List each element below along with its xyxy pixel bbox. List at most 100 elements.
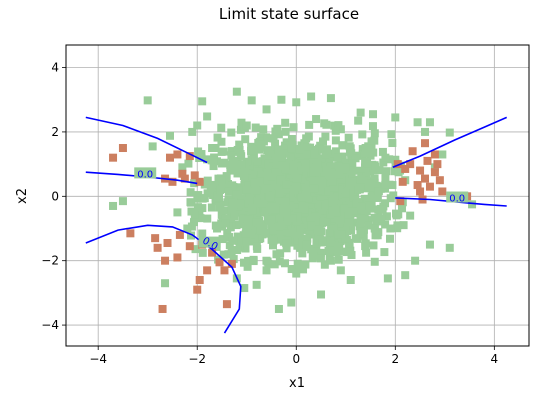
safe-point — [194, 191, 203, 200]
safe-point — [346, 162, 355, 171]
fail-point — [118, 144, 127, 153]
safe-point — [305, 120, 314, 129]
safe-point — [370, 129, 379, 138]
safe-point — [225, 241, 234, 250]
safe-point — [380, 248, 389, 257]
safe-point — [303, 143, 312, 152]
safe-point — [275, 189, 284, 198]
safe-point — [198, 229, 207, 238]
safe-point — [286, 166, 295, 175]
safe-point — [261, 204, 270, 213]
safe-point — [313, 160, 322, 169]
safe-point — [337, 175, 346, 184]
safe-point — [421, 127, 430, 136]
fail-point — [190, 171, 199, 180]
safe-point — [191, 245, 200, 254]
safe-point — [310, 150, 319, 159]
safe-point — [244, 215, 253, 224]
safe-point — [367, 183, 376, 192]
safe-point — [271, 197, 280, 206]
fail-point — [185, 242, 194, 251]
safe-point — [265, 151, 274, 160]
safe-point — [165, 131, 174, 140]
safe-point — [413, 118, 422, 127]
fail-point — [193, 285, 202, 294]
safe-point — [264, 147, 273, 156]
fail-point — [163, 238, 172, 247]
safe-point — [366, 179, 375, 188]
safe-point — [317, 176, 326, 185]
safe-point — [219, 250, 228, 259]
safe-point — [243, 262, 252, 271]
fail-point — [413, 181, 422, 190]
safe-point — [331, 147, 340, 156]
safe-point — [203, 155, 212, 164]
safe-point — [285, 190, 294, 199]
safe-point — [325, 157, 334, 166]
safe-point — [197, 153, 206, 162]
safe-point — [203, 112, 212, 121]
safe-point — [233, 169, 242, 178]
safe-point — [261, 185, 270, 194]
fail-point — [173, 150, 182, 159]
safe-point — [311, 212, 320, 221]
fail-point — [430, 150, 439, 159]
safe-point — [269, 134, 278, 143]
safe-point — [241, 244, 250, 253]
safe-point — [282, 244, 291, 253]
safe-point — [316, 192, 325, 201]
safe-point — [109, 201, 118, 210]
safe-point — [224, 187, 233, 196]
fail-point — [425, 182, 434, 191]
safe-point — [293, 241, 302, 250]
safe-point — [251, 123, 260, 132]
contour-label-bg — [198, 236, 221, 248]
safe-point — [342, 248, 351, 257]
safe-point — [328, 177, 337, 186]
x-tick-label: 4 — [491, 352, 499, 366]
safe-point — [244, 205, 253, 214]
safe-point — [208, 144, 217, 153]
safe-point — [316, 254, 325, 263]
safe-point — [345, 147, 354, 156]
safe-point — [331, 136, 340, 145]
safe-point — [216, 185, 225, 194]
safe-point — [293, 236, 302, 245]
safe-point — [217, 159, 226, 168]
safe-point — [272, 250, 281, 259]
safe-point — [239, 214, 248, 223]
safe-point — [335, 180, 344, 189]
safe-point — [235, 220, 244, 229]
safe-point — [370, 213, 379, 222]
safe-point — [198, 97, 207, 106]
safe-point — [381, 174, 390, 183]
safe-point — [286, 230, 295, 239]
safe-point — [241, 229, 250, 238]
safe-point — [322, 120, 331, 129]
safe-point — [252, 218, 261, 227]
safe-point — [345, 238, 354, 247]
safe-point — [262, 256, 271, 265]
safe-point — [242, 237, 251, 246]
safe-point — [373, 193, 382, 202]
safe-point — [292, 149, 301, 158]
safe-point — [271, 168, 280, 177]
safe-point — [269, 236, 278, 245]
safe-point — [232, 190, 241, 199]
safe-point — [195, 208, 204, 217]
safe-point — [381, 220, 390, 229]
safe-point — [406, 211, 415, 220]
safe-point — [183, 224, 192, 233]
x-tick-label: −4 — [89, 352, 107, 366]
safe-point — [277, 95, 286, 104]
fail-point — [222, 300, 231, 309]
safe-point — [370, 178, 379, 187]
safe-point — [256, 226, 265, 235]
fail-point — [180, 174, 189, 183]
safe-point — [391, 113, 400, 122]
safe-point — [281, 259, 290, 268]
safe-point — [178, 163, 187, 172]
safe-point — [364, 221, 373, 230]
safe-point — [266, 193, 275, 202]
safe-point — [247, 230, 256, 239]
